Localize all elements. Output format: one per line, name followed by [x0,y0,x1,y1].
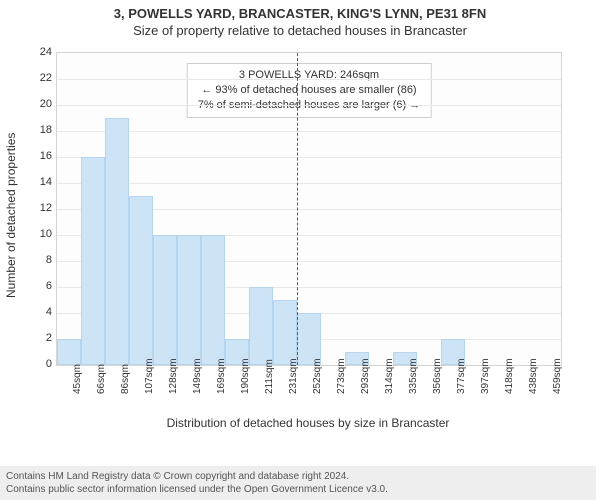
gridline [57,157,561,158]
y-tick: 8 [12,254,52,266]
footer-line-2: Contains public sector information licen… [6,483,594,496]
y-tick: 6 [12,280,52,292]
x-axis-label: Distribution of detached houses by size … [56,416,560,430]
y-tick: 24 [12,46,52,58]
chart-container: Number of detached properties 3 POWELLS … [0,44,600,444]
y-tick: 12 [12,202,52,214]
subject-marker-line [297,53,298,365]
footer-line-1: Contains HM Land Registry data © Crown c… [6,470,594,483]
y-tick: 22 [12,72,52,84]
gridline [57,79,561,80]
y-tick: 16 [12,150,52,162]
page-title-address: 3, POWELLS YARD, BRANCASTER, KING'S LYNN… [0,0,600,21]
gridline [57,183,561,184]
histogram-bar [81,157,105,365]
attribution-footer: Contains HM Land Registry data © Crown c… [0,466,596,500]
histogram-bar [129,196,153,365]
histogram-bar [177,235,201,365]
gridline [57,131,561,132]
histogram-bar [153,235,177,365]
x-tick: 459sqm [552,370,600,394]
histogram-bar [57,339,81,365]
histogram-bar [297,313,321,365]
y-tick: 0 [12,358,52,370]
histogram-bar [105,118,129,365]
y-tick: 18 [12,124,52,136]
y-tick: 20 [12,98,52,110]
page-subtitle: Size of property relative to detached ho… [0,21,600,38]
subject-info-box: 3 POWELLS YARD: 246sqm ← 93% of detached… [187,63,432,118]
plot-area: 3 POWELLS YARD: 246sqm ← 93% of detached… [56,52,562,366]
info-line-smaller: ← 93% of detached houses are smaller (86… [198,83,421,98]
histogram-bar [201,235,225,365]
histogram-bar [273,300,297,365]
y-tick: 14 [12,176,52,188]
y-tick: 2 [12,332,52,344]
histogram-bar [249,287,273,365]
y-tick: 4 [12,306,52,318]
y-tick: 10 [12,228,52,240]
gridline [57,105,561,106]
info-line-subject: 3 POWELLS YARD: 246sqm [198,68,421,83]
